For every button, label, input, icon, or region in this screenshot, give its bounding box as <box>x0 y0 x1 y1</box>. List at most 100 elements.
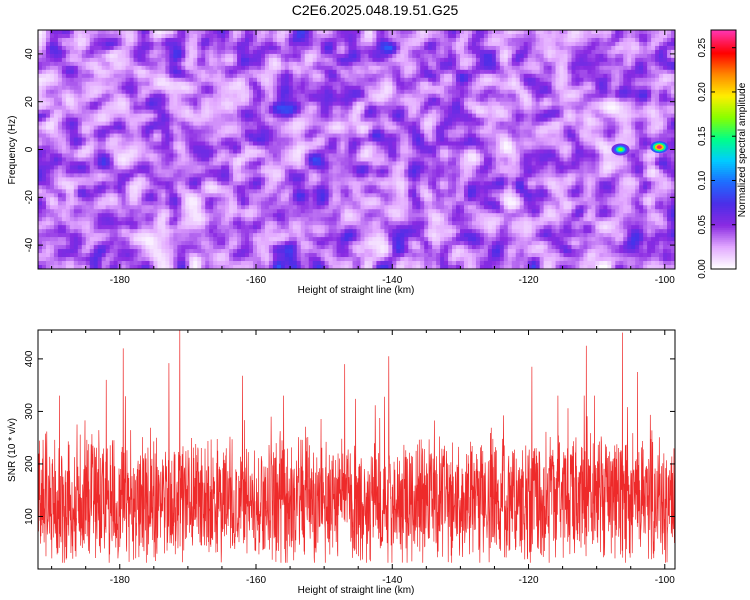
heatmap-cell <box>643 133 648 139</box>
heatmap-cell <box>567 73 573 79</box>
heatmap-cell <box>543 117 549 123</box>
heatmap-cell <box>404 37 409 43</box>
heatmap-cell <box>527 89 533 95</box>
heatmap-cell <box>667 113 672 119</box>
heatmap-cell <box>225 129 230 135</box>
heatmap-cell <box>324 149 330 155</box>
heatmap-cell <box>368 93 374 99</box>
heatmap-cell <box>408 141 413 147</box>
heatmap-cell <box>491 137 497 143</box>
heatmap-cell <box>511 109 517 115</box>
heatmap-cell <box>499 49 505 55</box>
heatmap-cell <box>467 45 473 51</box>
heatmap-cell <box>121 41 127 47</box>
heatmap-cell <box>65 69 71 75</box>
heatmap-cell <box>432 149 437 155</box>
heatmap-cell <box>416 41 421 47</box>
heatmap-cell <box>69 125 75 131</box>
heatmap-cell <box>460 121 465 127</box>
heatmap-cell <box>229 45 234 51</box>
heatmap-cell <box>344 45 350 51</box>
heatmap-cell <box>583 97 589 103</box>
heatmap-cell <box>225 89 230 95</box>
heatmap-cell <box>73 101 79 107</box>
heatmap-cell <box>41 61 47 67</box>
heatmap-cell <box>280 30 286 35</box>
heatmap-cell <box>531 149 537 155</box>
heatmap-cell <box>448 133 453 139</box>
heatmap-cell <box>384 101 389 107</box>
heatmap-cell <box>392 113 397 119</box>
heatmap-cell <box>495 141 501 147</box>
heatmap-cell <box>53 97 59 103</box>
heatmap-cell <box>38 57 43 63</box>
heatmap-cell <box>519 41 525 47</box>
heatmap-cell <box>256 141 262 147</box>
heatmap-cell <box>296 117 302 123</box>
heatmap-cell <box>336 133 342 139</box>
heatmap-cell <box>507 141 513 147</box>
heatmap-cell <box>320 125 326 131</box>
heatmap-cell <box>555 145 561 151</box>
heatmap-cell <box>583 109 589 115</box>
heatmap-cell <box>671 113 675 119</box>
heatmap-cell <box>655 125 660 131</box>
heatmap-cell <box>519 77 525 83</box>
heatmap-cell <box>583 113 589 119</box>
heatmap-cell <box>543 109 549 115</box>
heatmap-cell <box>264 65 270 71</box>
heatmap-cell <box>655 81 660 87</box>
heatmap-cell <box>252 45 258 51</box>
heatmap-cell <box>137 109 143 115</box>
heatmap-cell <box>41 145 47 151</box>
heatmap-cell <box>336 45 342 51</box>
heatmap-cell <box>527 69 533 75</box>
heatmap-cell <box>396 121 401 127</box>
heatmap-cell <box>444 133 449 139</box>
heatmap-cell <box>173 85 178 91</box>
heatmap-cell <box>444 93 449 99</box>
heatmap-cell <box>169 101 174 107</box>
heatmap-cell <box>428 45 433 51</box>
heatmap-cell <box>491 129 497 135</box>
heatmap-cell <box>81 85 87 91</box>
heatmap-cell <box>264 57 270 63</box>
heatmap-cell <box>57 73 63 79</box>
heatmap-cell <box>38 41 43 47</box>
heatmap-cell <box>535 141 541 147</box>
heatmap-cell <box>312 109 318 115</box>
heatmap-cell <box>117 125 123 131</box>
heatmap-cell <box>197 85 202 91</box>
heatmap-cell <box>392 37 397 43</box>
heatmap-cell <box>428 33 433 39</box>
heatmap-cell <box>491 69 497 75</box>
heatmap-cell <box>639 73 644 79</box>
heatmap-cell <box>555 61 561 67</box>
heatmap-cell <box>380 61 385 67</box>
heatmap-cell <box>547 41 553 47</box>
heatmap-cell <box>384 141 389 147</box>
heatmap-cell <box>607 53 612 59</box>
heatmap-cell <box>268 93 274 99</box>
heatmap-cell <box>149 125 155 131</box>
heatmap-cell <box>324 77 330 83</box>
heatmap-cell <box>280 69 286 75</box>
heatmap-cell <box>245 85 250 91</box>
heatmap-cell <box>173 153 178 159</box>
heatmap-cell <box>440 41 445 47</box>
heatmap-cell <box>515 61 521 67</box>
heatmap-cell <box>304 145 310 151</box>
heatmap-cell <box>555 125 561 131</box>
heatmap-cell <box>89 85 95 91</box>
heatmap-cell <box>185 33 190 39</box>
heatmap-cell <box>467 53 473 59</box>
heatmap-cell <box>125 97 131 103</box>
heatmap-cell <box>109 145 115 151</box>
heatmap-cell <box>495 41 501 47</box>
heatmap-cell <box>264 133 270 139</box>
heatmap-cell <box>344 49 350 55</box>
heatmap-cell <box>153 145 159 151</box>
heatmap-cell <box>571 45 577 51</box>
heatmap-cell <box>125 85 131 91</box>
heatmap-cell <box>368 133 374 139</box>
